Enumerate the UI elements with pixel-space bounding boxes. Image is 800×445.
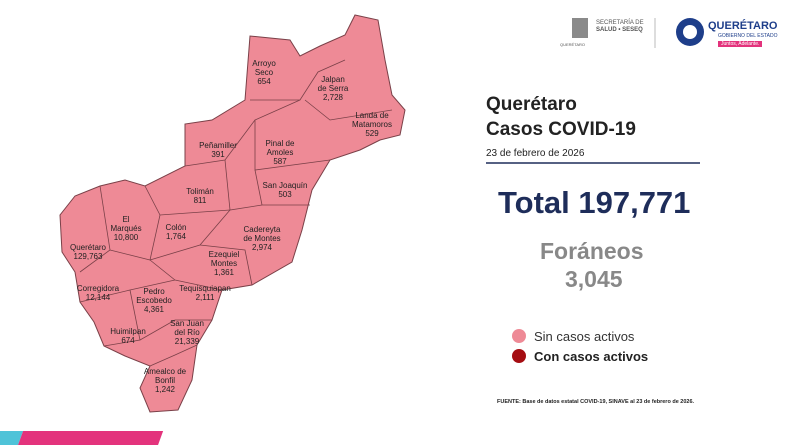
municipality-name: Amealco de [144,367,187,376]
municipality-cases: 391 [211,150,225,159]
municipality-cases: 1,764 [166,232,187,241]
municipality-cases: 10,800 [114,233,139,242]
municipality-name: El [122,215,129,224]
state-sub: GOBIERNO DEL ESTADO [718,33,778,39]
legend-label: Sin casos activos [534,329,635,344]
state-outline [59,14,406,413]
legend-swatch [512,329,526,343]
municipality-cases: 1,361 [214,268,235,277]
municipality-cases: 1,242 [155,385,176,394]
municipality-name: Colón [166,223,187,232]
municipality-name: Montes [211,259,237,268]
municipality-name: Tolimán [186,187,214,196]
municipality-cases: 587 [273,157,287,166]
municipality-cases: 2,974 [252,243,273,252]
municipality-name: San Juan [170,319,204,328]
slogan: Juntos, Adelante. [718,41,763,47]
municipality-cases: 21,339 [175,337,200,346]
municipality-name: Arroyo [252,59,276,68]
footer-band [18,431,164,445]
foreign-value: 3,045 [565,266,623,292]
source: FUENTE: Base de datos estatal COVID-19, … [497,399,695,405]
municipality-cases: 129,763 [74,252,103,261]
municipality-cases: 12,144 [86,293,111,302]
municipality-cases: 2,728 [323,93,344,102]
municipality-name: Matamoros [352,120,392,129]
logo-icon [683,25,697,39]
municipality-cases: 2,111 [196,293,215,302]
municipality-cases: 4,361 [144,305,165,314]
title: Querétaro Casos COVID-19 [486,92,636,142]
legend-label: Con casos activos [534,349,649,364]
date: 23 de febrero de 2026 [486,148,585,159]
municipality-cases: 654 [257,77,271,86]
shield-icon [572,18,588,38]
state-name: QUERÉTARO [708,20,778,32]
municipality-name: Bonfil [155,376,175,385]
municipality-name: Querétaro [70,243,107,252]
legend-swatch [512,349,526,363]
municipality-name: Seco [255,68,274,77]
municipal-borders [79,59,393,367]
municipality-name: Pedro [143,287,165,296]
ministry: SECRETARÍA DE SALUD • SESEQ [596,20,644,34]
municipality-cases: 674 [121,336,135,345]
municipality-name: Peñamiller [199,141,237,150]
municipality-name: Landa de [355,111,389,120]
municipality-name: Corregidora [77,284,120,293]
municipality-cases: 503 [278,190,292,199]
municipality-name: del Río [174,328,200,337]
ministry-line: SALUD • SESEQ [596,27,643,33]
title-line: Casos COVID-19 [486,119,636,140]
title-line: Querétaro [486,94,577,115]
municipality-cases: 811 [194,196,207,205]
total: Total 197,771 [498,185,691,220]
municipality-name: Cadereyta [244,225,281,234]
municipality-name: Marqués [110,224,141,233]
municipality-name: Ezequiel [209,250,240,259]
municipality-name: de Montes [243,234,280,243]
municipality-name: Amoles [267,148,294,157]
municipality-name: de Serra [318,84,349,93]
municipality-name: Escobedo [136,296,172,305]
municipality-name: Jalpan [321,75,345,84]
municipality-cases: 529 [365,129,379,138]
foreign-label: Foráneos [540,238,644,264]
ministry-small: QUERÉTARO [560,42,586,47]
municipality-name: Pinal de [266,139,295,148]
municipality-name: San Joaquín [263,181,308,190]
municipality-name: Tequisquiapan [179,284,231,293]
municipality-name: Huimilpan [110,327,146,336]
ministry-line: SECRETARÍA DE [596,20,644,26]
